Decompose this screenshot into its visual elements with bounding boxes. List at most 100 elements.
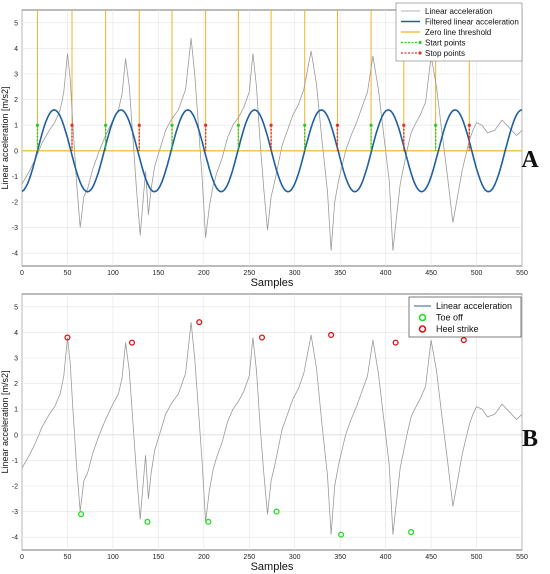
legend-label: Start points <box>425 39 465 48</box>
y-tick-label: -2 <box>12 200 18 207</box>
y-tick-label: -2 <box>12 484 18 491</box>
legend-label: Filtered linear acceleration <box>425 18 519 27</box>
y-tick-label: 5 <box>14 20 18 27</box>
x-tick-label: 50 <box>64 554 72 561</box>
toe-off-marker <box>205 518 212 525</box>
y-tick-label: 1 <box>14 407 18 414</box>
y-tick-label: 0 <box>14 432 18 439</box>
legend-swatch-dot <box>418 40 422 45</box>
heel-strike-marker <box>460 337 467 344</box>
y-tick-label: -4 <box>12 535 18 542</box>
panel-b-series <box>21 319 523 538</box>
y-tick-label: 2 <box>14 381 18 388</box>
heel-strike-marker <box>196 319 203 326</box>
panel-a-x-ticks: 0 50 100 150 200 250 300 350 400 450 500 550 <box>20 270 528 277</box>
x-tick-label: 450 <box>425 270 437 277</box>
y-tick-label: -1 <box>12 458 18 465</box>
panel-b-y-ticks: 5 4 3 2 1 0 -1 -2 -3 -4 <box>12 304 18 541</box>
start-point-dot <box>303 123 307 127</box>
legend-label: Zero line threshold <box>425 28 491 37</box>
x-tick-label: 400 <box>380 270 392 277</box>
x-tick-label: 550 <box>516 270 528 277</box>
toe-off-marker <box>408 529 415 536</box>
legend-box <box>408 296 522 338</box>
x-tick-label: 0 <box>20 270 24 277</box>
start-point-dot <box>104 123 108 127</box>
panel-a-legend: Linear acceleration Filtered linear accel… <box>395 2 523 62</box>
panel-b-x-ticks: 0 50 100 150 200 250 300 350 400 450 500 550 <box>20 554 528 561</box>
linear-acceleration-line <box>21 322 523 535</box>
y-tick-label: 4 <box>14 330 18 337</box>
start-point-dot <box>369 123 373 127</box>
y-tick-label: 5 <box>14 304 18 311</box>
stop-point-dot <box>137 123 141 127</box>
heel-strike-marker <box>64 334 71 341</box>
y-tick-label: 4 <box>14 46 18 53</box>
x-tick-label: 500 <box>471 554 483 561</box>
stop-point-dot <box>269 123 273 127</box>
panel-b-letter: B <box>522 426 538 452</box>
legend-swatch <box>418 313 427 322</box>
panel-a-y-ticks: 5 4 3 2 1 0 -1 -2 -3 -4 <box>12 20 18 257</box>
panel-b-x-axis-label: Samples <box>251 561 294 573</box>
x-tick-label: 500 <box>471 270 483 277</box>
heel-strike-marker <box>258 334 266 341</box>
y-tick-label: -1 <box>12 174 18 181</box>
legend-label: Heel strike <box>436 324 479 334</box>
stop-point-dot <box>402 123 406 127</box>
toe-off-marker <box>144 518 151 525</box>
legend-swatch-dot <box>418 51 422 55</box>
x-tick-label: 300 <box>289 554 301 561</box>
y-tick-label: 3 <box>14 72 18 79</box>
y-tick-label: 1 <box>14 123 18 130</box>
panel-a-series <box>21 38 523 251</box>
heel-strike-marker <box>128 339 136 346</box>
legend-swatch <box>418 325 427 333</box>
heel-strike-marker <box>392 339 399 346</box>
y-tick-label: 2 <box>14 97 18 104</box>
stop-point-dot <box>70 123 74 127</box>
x-tick-label: 100 <box>107 554 119 561</box>
start-point-dot <box>236 123 240 127</box>
x-tick-label: 400 <box>380 554 392 561</box>
x-tick-label: 200 <box>198 270 210 277</box>
stop-point-dot <box>335 123 340 127</box>
panel-a-y-axis-label: Linear acceleration [m/s2] <box>0 86 10 189</box>
panel-b-grid <box>21 294 523 550</box>
x-tick-label: 100 <box>107 270 119 277</box>
legend-label: Stop points <box>425 49 465 58</box>
x-tick-label: 150 <box>153 270 165 277</box>
panel-a-letter: A <box>521 147 539 173</box>
panel-a: 0 50 100 150 200 250 300 350 400 450 500 550 5 4 3 2 1 0… <box>0 2 539 289</box>
start-point-dot <box>434 123 438 127</box>
x-tick-label: 50 <box>64 270 72 277</box>
x-tick-label: 150 <box>153 554 165 561</box>
toe-off-marker <box>78 511 85 518</box>
panel-b-y-axis-label: Linear acceleration [m/s2] <box>0 370 10 473</box>
x-tick-label: 350 <box>334 554 346 561</box>
y-tick-label: -4 <box>12 251 18 258</box>
y-tick-label: -3 <box>12 225 18 232</box>
x-tick-label: 450 <box>425 554 437 561</box>
heel-strike-marker <box>328 331 335 339</box>
legend-label: Toe off <box>436 313 463 323</box>
legend-label: Linear acceleration <box>436 301 512 311</box>
stop-point-dot <box>204 123 208 127</box>
start-point-dot <box>170 123 174 127</box>
x-tick-label: 200 <box>198 554 210 561</box>
start-point-dot <box>35 123 40 127</box>
stop-point-dot <box>467 123 471 127</box>
x-tick-label: 300 <box>289 270 301 277</box>
linear-acceleration-line <box>21 38 523 251</box>
x-tick-label: 350 <box>334 270 346 277</box>
y-tick-label: 0 <box>14 148 18 155</box>
panel-b: 0 50 100 150 200 250 300 350 400 450 500 550 5 4 3 2 1 0… <box>0 293 538 573</box>
toe-off-marker <box>273 508 280 515</box>
toe-off-marker <box>338 531 345 538</box>
y-tick-label: -3 <box>12 509 18 516</box>
x-tick-label: 250 <box>243 554 255 561</box>
x-tick-label: 250 <box>243 270 255 277</box>
panel-a-x-axis-label: Samples <box>251 277 294 289</box>
